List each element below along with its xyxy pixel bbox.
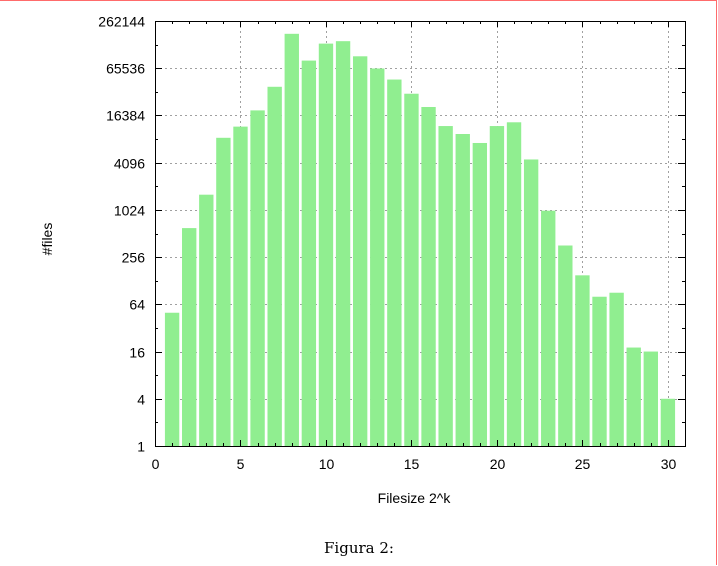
y-tick-label: 16 (129, 345, 145, 361)
y-tick-label: 256 (122, 250, 146, 266)
bar (182, 228, 197, 446)
y-tick-label: 1024 (114, 203, 145, 219)
ticks: 0 5 10 15 20 25 30 1 4 16 64 256 1024 4096 16384 65536 2… (98, 14, 685, 472)
bar (318, 43, 334, 446)
bar (301, 60, 317, 447)
x-tick-label: 5 (237, 456, 245, 472)
bar (352, 56, 368, 446)
bar (421, 106, 436, 447)
bar (489, 126, 505, 446)
bar (199, 194, 214, 446)
bar (575, 275, 590, 446)
bar (250, 110, 265, 446)
x-tick-label: 0 (152, 456, 160, 472)
bar (472, 142, 488, 446)
y-axis-label: #files (39, 223, 55, 256)
y-tick-label: 1 (137, 439, 145, 455)
y-tick-label: 16384 (106, 108, 145, 124)
bar (370, 68, 385, 447)
bar (609, 292, 624, 446)
bar (404, 93, 419, 446)
bar (523, 159, 539, 447)
bar (267, 86, 282, 447)
bar (558, 245, 573, 446)
y-tick-label: 65536 (106, 61, 145, 77)
y-tick-label: 4 (137, 392, 145, 408)
bar (660, 398, 676, 446)
bars (164, 33, 676, 447)
x-tick-label: 20 (490, 456, 506, 472)
bar (335, 41, 351, 446)
bar (506, 122, 522, 446)
bar (643, 351, 658, 446)
figure-caption: Figura 2: (324, 539, 394, 557)
bar (592, 296, 607, 446)
bar (626, 347, 641, 446)
bar (541, 210, 556, 446)
x-tick-label: 15 (404, 456, 420, 472)
bar-chart: 0 5 10 15 20 25 30 1 4 16 64 256 1024 4096 16384 65536 2… (39, 14, 686, 506)
bar (233, 126, 248, 446)
bar (216, 137, 231, 446)
y-tick-label: 262144 (98, 14, 145, 30)
y-tick-label: 64 (129, 297, 145, 313)
x-tick-label: 10 (319, 456, 335, 472)
x-axis-label: Filesize 2^k (378, 490, 452, 506)
bar (284, 33, 299, 446)
x-tick-label: 25 (575, 456, 591, 472)
bar (438, 126, 453, 446)
bar (164, 312, 180, 446)
bar (455, 134, 470, 446)
x-tick-label: 30 (661, 456, 677, 472)
y-tick-label: 4096 (114, 156, 145, 172)
bar (387, 79, 402, 446)
